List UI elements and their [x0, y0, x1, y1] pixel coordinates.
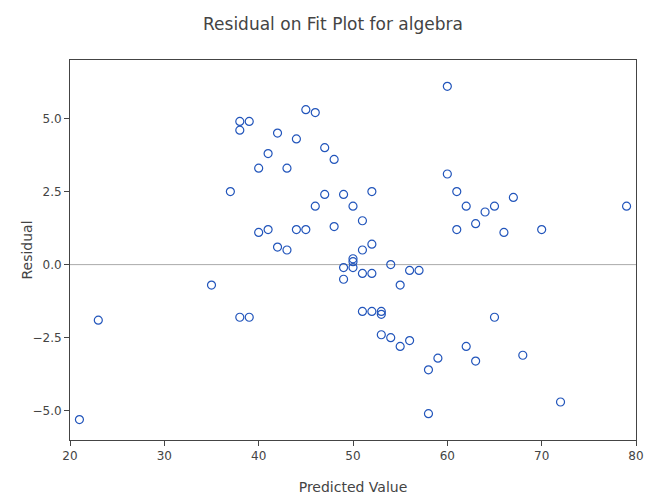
svg-text:Predicted Value: Predicted Value: [299, 479, 408, 495]
svg-text:Residual on Fit Plot for algeb: Residual on Fit Plot for algebra: [203, 14, 463, 34]
svg-text:40: 40: [251, 449, 266, 463]
svg-text:60: 60: [440, 449, 455, 463]
svg-text:−5.0: −5.0: [32, 404, 61, 418]
svg-text:−2.5: −2.5: [32, 331, 61, 345]
svg-text:80: 80: [628, 449, 643, 463]
svg-text:70: 70: [534, 449, 549, 463]
svg-text:Residual: Residual: [19, 220, 35, 279]
svg-text:5.0: 5.0: [43, 112, 62, 126]
svg-text:30: 30: [157, 449, 172, 463]
svg-text:20: 20: [62, 449, 77, 463]
svg-text:50: 50: [345, 449, 360, 463]
svg-text:2.5: 2.5: [43, 185, 62, 199]
svg-text:0.0: 0.0: [43, 258, 62, 272]
